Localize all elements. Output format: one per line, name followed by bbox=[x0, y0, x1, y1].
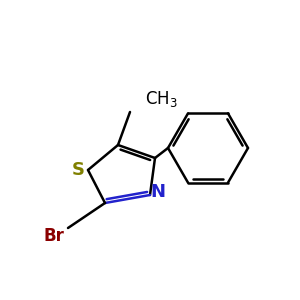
Text: S: S bbox=[71, 161, 85, 179]
Text: CH$_3$: CH$_3$ bbox=[145, 89, 178, 109]
Text: Br: Br bbox=[44, 227, 64, 245]
Text: N: N bbox=[151, 183, 166, 201]
